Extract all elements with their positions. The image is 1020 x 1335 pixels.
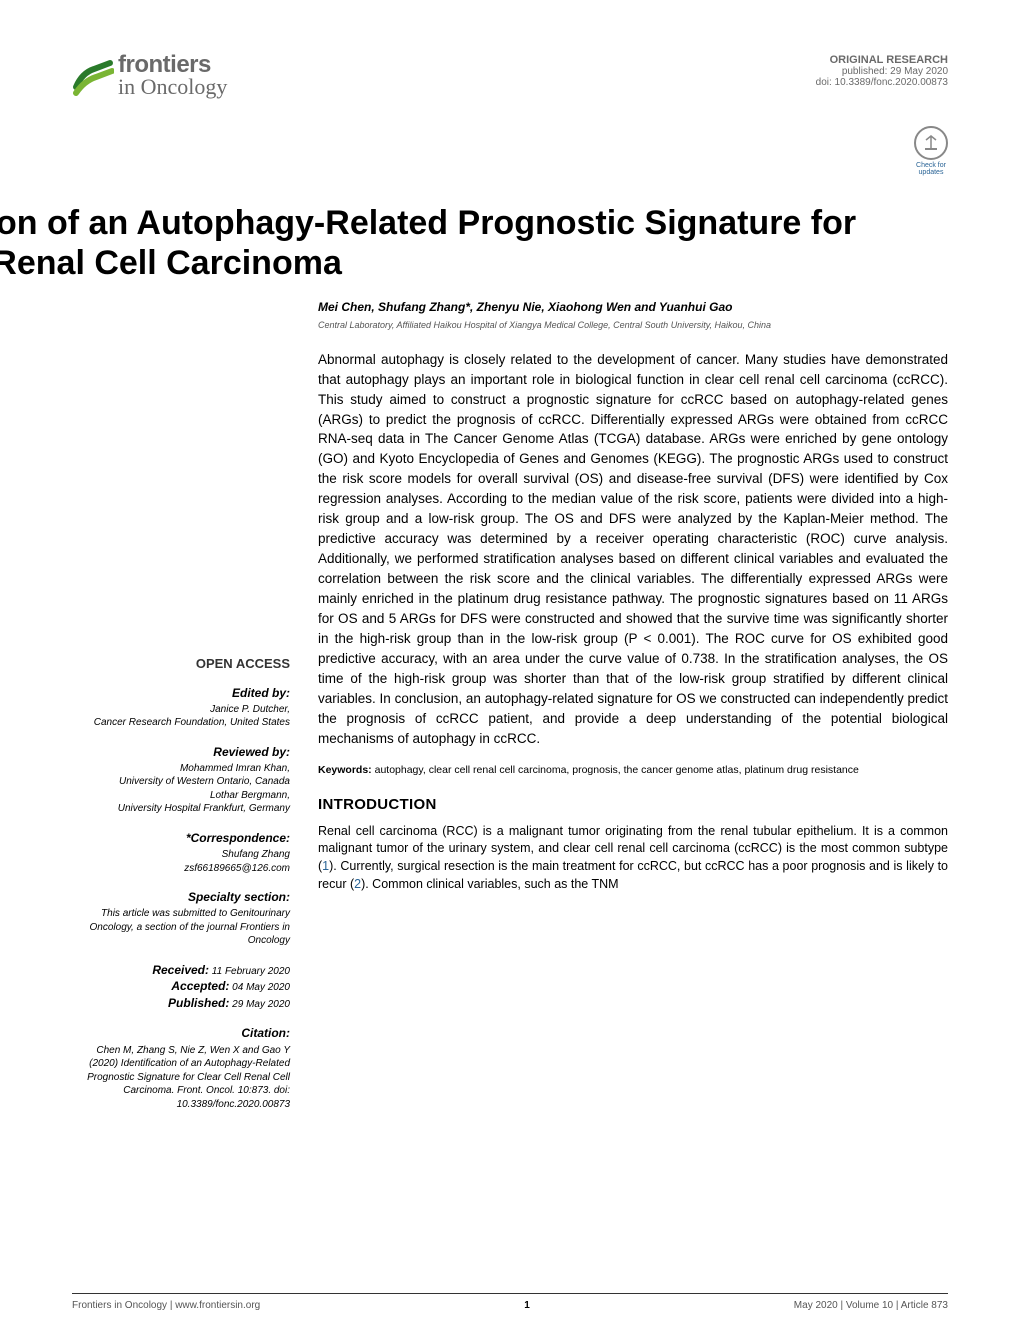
keywords-label: Keywords: <box>318 764 372 776</box>
main-content: OPEN ACCESS Edited by: Janice P. Dutcher… <box>72 300 948 1125</box>
received-date: 11 February 2020 <box>209 966 290 977</box>
citation-text: Chen M, Zhang S, Nie Z, Wen X and Gao Y … <box>72 1044 290 1112</box>
accepted-label: Accepted: <box>171 979 229 993</box>
open-access-label: OPEN ACCESS <box>72 656 290 671</box>
specialty-label: Specialty section: <box>72 889 290 905</box>
publication-date: published: 29 May 2020 <box>816 66 948 77</box>
received-row: Received: 11 February 2020 <box>72 962 290 979</box>
keywords-text: autophagy, clear cell renal cell carcino… <box>372 764 859 776</box>
check-updates-icon <box>914 126 948 160</box>
reviewer-2-affiliation: University Hospital Frankfurt, Germany <box>72 802 290 816</box>
reviewer-2-name: Lothar Bergmann, <box>72 789 290 803</box>
keywords-block: Keywords: autophagy, clear cell renal ce… <box>318 763 948 778</box>
abstract-text: Abnormal autophagy is closely related to… <box>318 350 948 749</box>
frontiers-logo-icon <box>72 55 114 97</box>
article-title: Identification of an Autophagy-Related P… <box>0 203 948 283</box>
correspondence-block: *Correspondence: Shufang Zhang zsf661896… <box>72 830 290 875</box>
edited-by-block: Edited by: Janice P. Dutcher, Cancer Res… <box>72 685 290 730</box>
accepted-row: Accepted: 04 May 2020 <box>72 978 290 995</box>
citation-block: Citation: Chen M, Zhang S, Nie Z, Wen X … <box>72 1025 290 1111</box>
check-updates-label: Check for updates <box>914 162 948 177</box>
footer-right: May 2020 | Volume 10 | Article 873 <box>794 1300 948 1311</box>
footer-left[interactable]: Frontiers in Oncology | www.frontiersin.… <box>72 1300 260 1311</box>
logo-journal-text: in Oncology <box>118 77 227 98</box>
published-date: 29 May 2020 <box>229 999 290 1010</box>
check-updates-badge[interactable]: Check for updates <box>914 126 948 177</box>
correspondence-label: *Correspondence: <box>72 830 290 846</box>
reviewed-by-label: Reviewed by: <box>72 744 290 760</box>
correspondence-email[interactable]: zsf66189665@126.com <box>72 862 290 876</box>
published-row: Published: 29 May 2020 <box>72 995 290 1012</box>
specialty-text: This article was submitted to Genitourin… <box>72 907 290 948</box>
published-label: Published: <box>168 996 229 1010</box>
reviewer-1-affiliation: University of Western Ontario, Canada <box>72 775 290 789</box>
introduction-heading: INTRODUCTION <box>318 796 948 813</box>
intro-part-3: ). Common clinical variables, such as th… <box>361 877 619 891</box>
affiliation-line: Central Laboratory, Affiliated Haikou Ho… <box>318 320 948 330</box>
publication-doi: doi: 10.3389/fonc.2020.00873 <box>816 77 948 88</box>
page-header: frontiers in Oncology ORIGINAL RESEARCH … <box>72 54 948 98</box>
logo-text: frontiers in Oncology <box>118 54 227 98</box>
sidebar: OPEN ACCESS Edited by: Janice P. Dutcher… <box>72 300 290 1125</box>
publication-meta: ORIGINAL RESEARCH published: 29 May 2020… <box>816 54 948 88</box>
reviewer-1-name: Mohammed Imran Khan, <box>72 762 290 776</box>
dates-block: Received: 11 February 2020 Accepted: 04 … <box>72 962 290 1012</box>
edited-by-affiliation: Cancer Research Foundation, United State… <box>72 716 290 730</box>
check-updates-container: Check for updates <box>72 126 948 180</box>
specialty-block: Specialty section: This article was subm… <box>72 889 290 948</box>
edited-by-name: Janice P. Dutcher, <box>72 703 290 717</box>
introduction-text: Renal cell carcinoma (RCC) is a malignan… <box>318 823 948 894</box>
authors-line: Mei Chen, Shufang Zhang*, Zhenyu Nie, Xi… <box>318 300 948 314</box>
journal-logo: frontiers in Oncology <box>72 54 227 98</box>
edited-by-label: Edited by: <box>72 685 290 701</box>
publication-type: ORIGINAL RESEARCH <box>816 54 948 66</box>
footer-page-number: 1 <box>524 1300 530 1311</box>
received-label: Received: <box>152 963 209 977</box>
correspondence-name: Shufang Zhang <box>72 848 290 862</box>
reviewed-by-block: Reviewed by: Mohammed Imran Khan, Univer… <box>72 744 290 816</box>
citation-label: Citation: <box>72 1025 290 1041</box>
accepted-date: 04 May 2020 <box>229 982 290 993</box>
article-body: Mei Chen, Shufang Zhang*, Zhenyu Nie, Xi… <box>318 300 948 1125</box>
page-footer: Frontiers in Oncology | www.frontiersin.… <box>72 1293 948 1311</box>
